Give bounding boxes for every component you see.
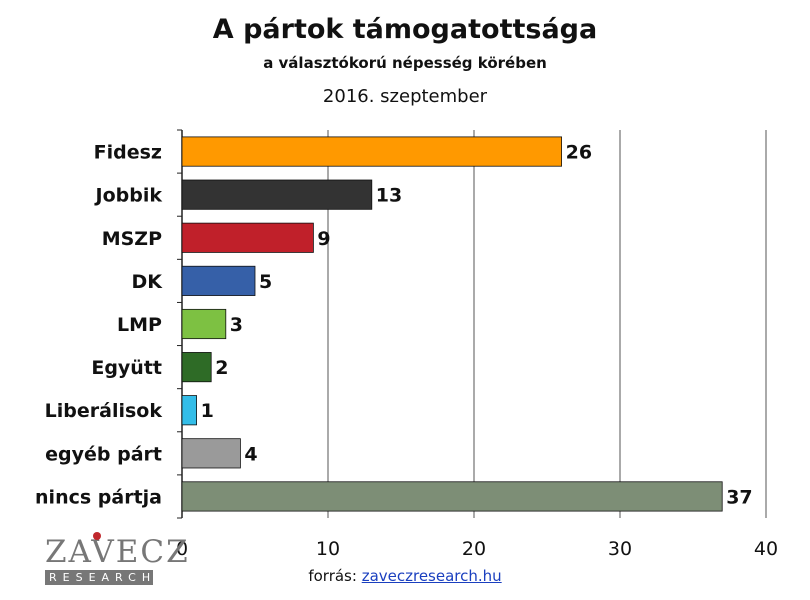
x-tick-label: 20 [462,538,486,560]
bar [181,352,212,383]
bar [181,222,314,253]
value-label: 26 [566,142,592,164]
value-label: 5 [259,271,272,293]
logo-dot-icon [93,532,101,540]
x-tick-label: 30 [608,538,632,560]
bar [181,308,227,340]
value-label: 37 [726,486,752,508]
bar [181,481,723,512]
bar [181,265,256,296]
category-label: LMP [117,314,162,336]
source-footer: forrás: zaveczresearch.hu [0,567,810,585]
logo-name: ZAVECZ [45,534,190,570]
category-label: Együtt [91,357,162,379]
source-link[interactable]: zaveczresearch.hu [361,567,502,585]
chart-subtitle: a választókorú népesség körében [263,54,547,72]
chart-date: 2016. szeptember [322,86,488,107]
category-label: MSZP [102,228,162,250]
value-label: 2 [215,357,228,379]
category-label: egyéb párt [45,443,162,465]
value-label: 1 [201,400,214,422]
category-label: DK [132,271,164,293]
x-tick-label: 40 [754,538,778,560]
category-label: Liberálisok [45,400,163,422]
bar [181,179,373,210]
bar [181,438,241,469]
category-label: Fidesz [94,142,162,164]
bar [181,395,197,426]
value-label: 3 [230,314,243,336]
chart-title: A pártok támogatottsága [212,14,598,45]
logo-subtitle: RESEARCH [45,570,153,585]
category-label: nincs pártja [35,486,162,508]
bar [181,136,563,167]
source-label: forrás: [308,567,357,585]
value-label: 13 [376,185,402,207]
x-tick-label: 10 [316,538,340,560]
category-label: Jobbik [94,185,163,207]
company-logo: ZAVECZ RESEARCH [45,532,190,585]
value-label: 9 [317,228,330,250]
x-tick-label: 0 [176,538,188,560]
value-label: 4 [244,443,257,465]
